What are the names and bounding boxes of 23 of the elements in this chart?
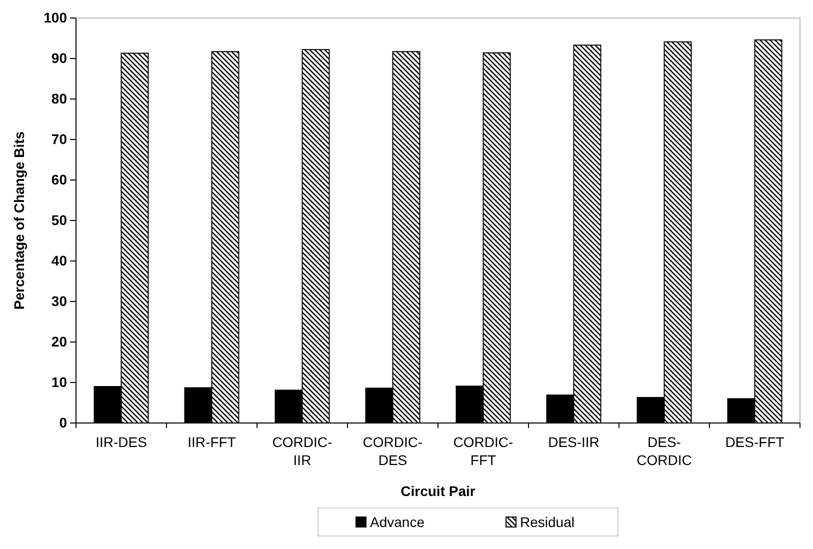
x-tick-label: IIR-DES bbox=[96, 434, 147, 450]
y-tick-label: 0 bbox=[59, 414, 68, 430]
x-tick-label: CORDIC-IIR bbox=[272, 434, 333, 468]
y-tick-label: 50 bbox=[51, 212, 68, 228]
x-tick-label: DES-FFT bbox=[725, 434, 785, 450]
x-tick-label: DES-IIR bbox=[548, 434, 600, 450]
y-tick-label: 80 bbox=[51, 90, 68, 106]
y-tick-label: 10 bbox=[51, 374, 68, 390]
y-tick-label: 70 bbox=[51, 130, 68, 147]
legend-label: Residual bbox=[520, 514, 574, 530]
legend-label: Advance bbox=[370, 514, 425, 530]
y-tick-label: 30 bbox=[51, 292, 68, 309]
x-axis-title: Circuit Pair bbox=[400, 483, 476, 499]
x-tick-label: CORDIC-DES bbox=[362, 434, 424, 468]
y-tick-label: 100 bbox=[44, 9, 68, 26]
y-tick-label: 20 bbox=[51, 333, 68, 350]
x-tick-label: CORDIC-FFT bbox=[453, 434, 514, 468]
x-tick-label: IIR-FFT bbox=[188, 434, 236, 450]
y-axis-title: Percentage of Change Bits bbox=[11, 131, 27, 310]
y-tick-label: 40 bbox=[51, 252, 68, 268]
x-tick-label: DES-CORDIC bbox=[636, 434, 692, 468]
y-tick-label: 90 bbox=[51, 50, 68, 66]
y-tick-label: 60 bbox=[51, 171, 68, 188]
